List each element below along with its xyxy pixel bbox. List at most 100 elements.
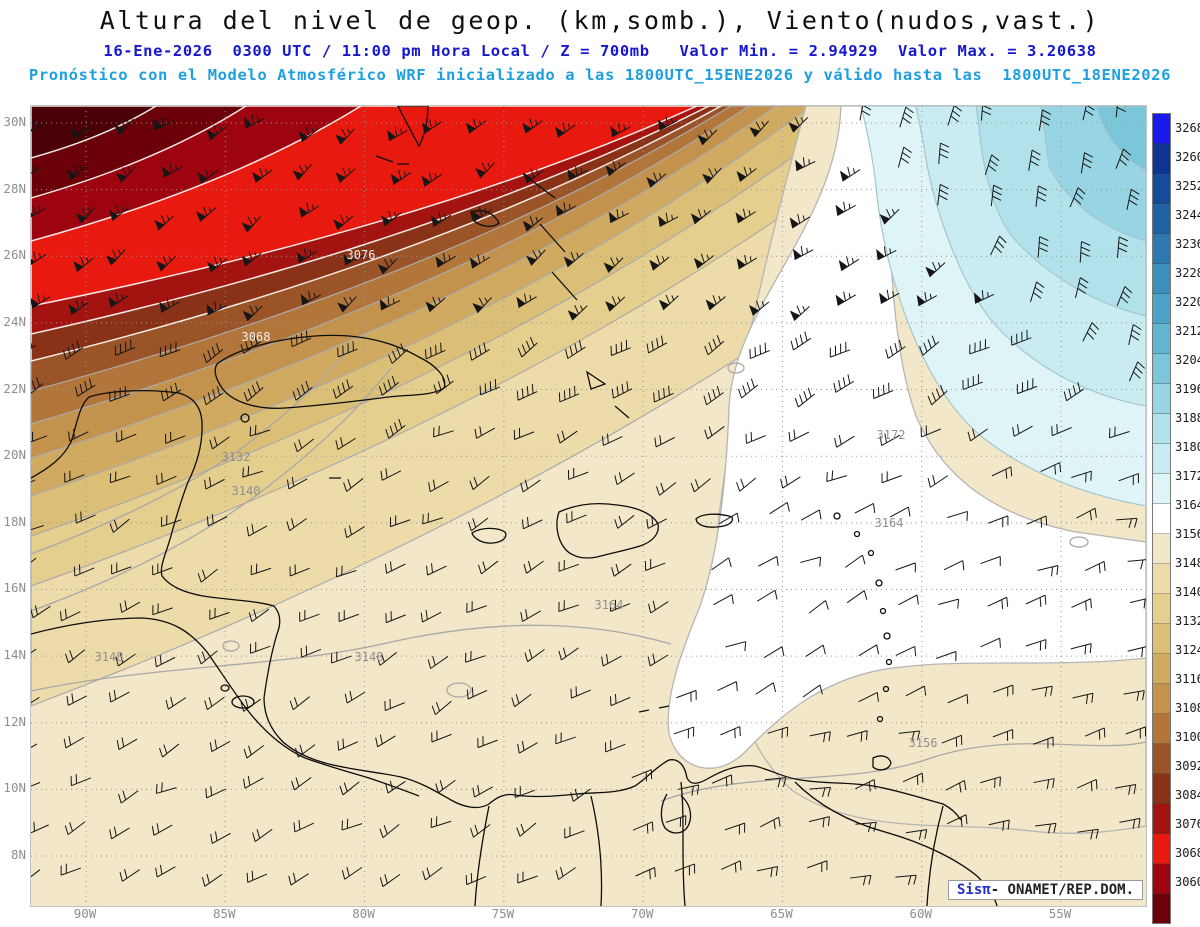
colorbar-cell — [1153, 624, 1170, 654]
colorbar-level-label: 3068 — [1175, 846, 1200, 860]
contour-label: 3148 — [94, 650, 124, 664]
wind-barbs — [31, 106, 1146, 887]
colorbar-cell — [1153, 114, 1170, 144]
lon-tick-label: 90W — [73, 906, 97, 921]
colorbar-level-label: 3220 — [1175, 295, 1200, 309]
colorbar-level-label: 3092 — [1175, 759, 1200, 773]
lat-tick-label: 8N — [10, 847, 26, 863]
colorbar-level-label: 3084 — [1175, 788, 1200, 802]
colorbar-level-label: 3164 — [1175, 498, 1200, 512]
colorbar-cell — [1153, 204, 1170, 234]
lat-tick-label: 24N — [3, 313, 26, 329]
lon-tick-label: 65W — [770, 906, 793, 921]
attribution-box: Sisπ- ONAMET/REP.DOM. — [947, 880, 1143, 900]
colorbar-level-label: 3124 — [1175, 643, 1200, 657]
colorbar-cell — [1153, 264, 1170, 294]
lon-tick-label: 60W — [909, 906, 933, 921]
lat-tick-label: 16N — [3, 580, 26, 596]
contour-label: 3148 — [354, 650, 384, 664]
colorbar-level-label: 3196 — [1175, 382, 1200, 396]
page-title: Altura del nivel de geop. (km,somb.), Vi… — [99, 6, 1101, 35]
attribution-org: - ONAMET/REP.DOM. — [990, 882, 1134, 898]
colorbar-level-label: 3108 — [1175, 701, 1200, 715]
contour-label: 3172 — [876, 428, 906, 442]
colorbar-level-label: 3188 — [1175, 411, 1200, 425]
colorbar-cell — [1153, 804, 1170, 834]
lat-tick-label: 10N — [3, 780, 26, 796]
colorbar-cell — [1153, 594, 1170, 624]
lon-tick-label: 70W — [630, 906, 654, 921]
colorbar-level-label: 3260 — [1175, 150, 1200, 164]
lat-tick-label: 28N — [3, 180, 26, 196]
colorbar-cell — [1153, 234, 1170, 264]
colorbar-cell — [1153, 654, 1170, 684]
colorbar-cell — [1153, 144, 1170, 174]
map-canvas — [31, 106, 1146, 906]
colorbar-cell — [1153, 714, 1170, 744]
colorbar-level-label: 3268 — [1175, 121, 1200, 135]
colorbar-cell — [1153, 684, 1170, 714]
colorbar-cell — [1153, 894, 1170, 923]
colorbar-level-label: 3172 — [1175, 469, 1200, 483]
colorbar-level-label: 3116 — [1175, 672, 1200, 686]
colorbar-cell — [1153, 474, 1170, 504]
lat-tick-label: 30N — [3, 114, 26, 129]
colorbar-level-label: 3076 — [1175, 817, 1200, 831]
lon-tick-label: 55W — [1048, 906, 1072, 921]
contour-label: 3068 — [241, 330, 271, 344]
contour-label: 3156 — [908, 736, 938, 750]
contour-label: 3164 — [594, 598, 624, 612]
colorbar-level-label: 3236 — [1175, 237, 1200, 251]
lon-tick-label: 85W — [212, 906, 236, 921]
colorbar-cell — [1153, 174, 1170, 204]
colorbar-cell — [1153, 324, 1170, 354]
colorbar-level-label: 3148 — [1175, 556, 1200, 570]
colorbar-cell — [1153, 774, 1170, 804]
lon-tick-label: 75W — [491, 906, 515, 921]
lat-tick-label: 14N — [3, 647, 26, 663]
colorbar-cell — [1153, 564, 1170, 594]
colorbar-level-label: 3100 — [1175, 730, 1200, 744]
colorbar-cells — [1152, 113, 1171, 924]
lat-tick-label: 18N — [3, 513, 26, 529]
lat-axis: 30N 28N 26N 24N 22N 20N 18N 16N 14N 12N 10N 8N — [0, 105, 28, 905]
colorbar-level-label: 3204 — [1175, 353, 1200, 367]
colorbar-level-label: 3156 — [1175, 527, 1200, 541]
contour-label: 3076 — [346, 248, 376, 262]
colorbar-cell — [1153, 414, 1170, 444]
map: Sisπ- ONAMET/REP.DOM. 3076 3068 3132 3140 31… — [30, 105, 1147, 907]
colorbar-level-label: 3060 — [1175, 875, 1200, 889]
colorbar-cell — [1153, 534, 1170, 564]
contour-label: 3140 — [231, 484, 261, 498]
attribution-brand: Sisπ — [956, 882, 991, 898]
lat-tick-label: 12N — [3, 713, 26, 729]
colorbar-cell — [1153, 834, 1170, 864]
colorbar-level-label: 3212 — [1175, 324, 1200, 338]
contour-label: 3164 — [874, 516, 904, 530]
colorbar-cell — [1153, 354, 1170, 384]
colorbar-labels: 3268 3260 3252 3244 3236 3228 3220 3212 3204 3196… — [1175, 114, 1200, 897]
contour-label: 3132 — [221, 450, 251, 464]
colorbar-level-label: 3244 — [1175, 208, 1200, 222]
colorbar-cell — [1153, 294, 1170, 324]
colorbar-level-label: 3140 — [1175, 585, 1200, 599]
colorbar-level-label: 3132 — [1175, 614, 1200, 628]
lat-tick-label: 22N — [3, 380, 26, 396]
lon-axis: 90W 85W 80W 75W 70W 65W 60W 55W — [30, 906, 1145, 926]
contour-bands — [31, 106, 1146, 834]
contour-lines — [31, 345, 1146, 802]
lon-tick-label: 80W — [352, 906, 375, 921]
colorbar-cell — [1153, 504, 1170, 534]
subtitle-validtime: 16-Ene-2026 0300 UTC / 11:00 pm Hora Loc… — [103, 42, 1097, 60]
subtitle-model: Pronóstico con el Modelo Atmosférico WRF… — [28, 66, 1172, 84]
colorbar-level-label: 3180 — [1175, 440, 1200, 454]
lat-tick-label: 26N — [3, 247, 26, 263]
colorbar-level-label: 3228 — [1175, 266, 1200, 280]
colorbar-cell — [1153, 444, 1170, 474]
lat-tick-label: 20N — [3, 447, 26, 463]
colorbar-cell — [1153, 744, 1170, 774]
colorbar-cell — [1153, 384, 1170, 414]
colorbar-cell — [1153, 864, 1170, 894]
colorbar-level-label: 3252 — [1175, 179, 1200, 193]
